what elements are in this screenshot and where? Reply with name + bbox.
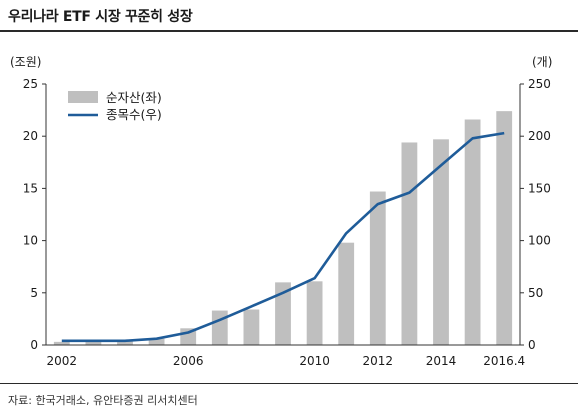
bar-net-assets (433, 139, 449, 345)
source-note: 자료: 한국거래소, 유안타증권 리서치센터 (8, 394, 198, 407)
bar-net-assets (464, 119, 481, 345)
left-tick-label: 10 (23, 234, 38, 248)
right-tick-label: 200 (528, 129, 551, 143)
bar-net-assets (369, 191, 386, 345)
right-tick-label: 150 (528, 181, 551, 195)
legend-label-net-assets: 순자산(좌) (106, 90, 162, 105)
left-tick-label: 20 (23, 129, 38, 143)
right-axis-unit: (개) (532, 55, 552, 69)
chart-title: 우리나라 ETF 시장 꾸준히 성장 (8, 9, 193, 25)
x-tick-label: 2002 (47, 354, 78, 368)
bar-net-assets (275, 282, 291, 345)
bar-net-assets (338, 242, 355, 345)
left-tick-label: 25 (23, 77, 38, 91)
bar-net-assets (401, 142, 418, 345)
x-tick-label: 2012 (363, 354, 394, 368)
title-rule (0, 30, 578, 32)
bar-net-assets (53, 341, 70, 345)
right-tick-label: 250 (528, 77, 551, 91)
right-tick-label: 100 (528, 234, 551, 248)
source-rule (0, 383, 578, 384)
bar-net-assets (148, 338, 165, 345)
legend-swatch-net-assets (68, 91, 98, 103)
line-item-count (61, 131, 505, 343)
bar-net-assets (243, 309, 260, 345)
x-tick-label: 2014 (426, 354, 457, 368)
left-tick-label: 0 (30, 338, 38, 352)
left-axis-unit: (조원) (10, 55, 41, 69)
right-tick-label: 50 (528, 286, 543, 300)
legend: 순자산(좌) 종목수(우) (68, 90, 162, 122)
x-tick-label: 2010 (299, 354, 330, 368)
right-tick-label: 0 (528, 338, 536, 352)
x-tick-label: 2016.4 (483, 354, 525, 368)
bar-net-assets (117, 339, 133, 345)
left-tick-label: 5 (30, 286, 38, 300)
bar-net-assets (496, 111, 513, 345)
x-tick-label: 2006 (173, 354, 204, 368)
legend-label-item-count: 종목수(우) (106, 107, 162, 122)
bar-net-assets (211, 310, 228, 345)
bar-net-assets (85, 340, 102, 345)
left-tick-label: 15 (23, 181, 38, 195)
bar-net-assets (306, 281, 323, 345)
